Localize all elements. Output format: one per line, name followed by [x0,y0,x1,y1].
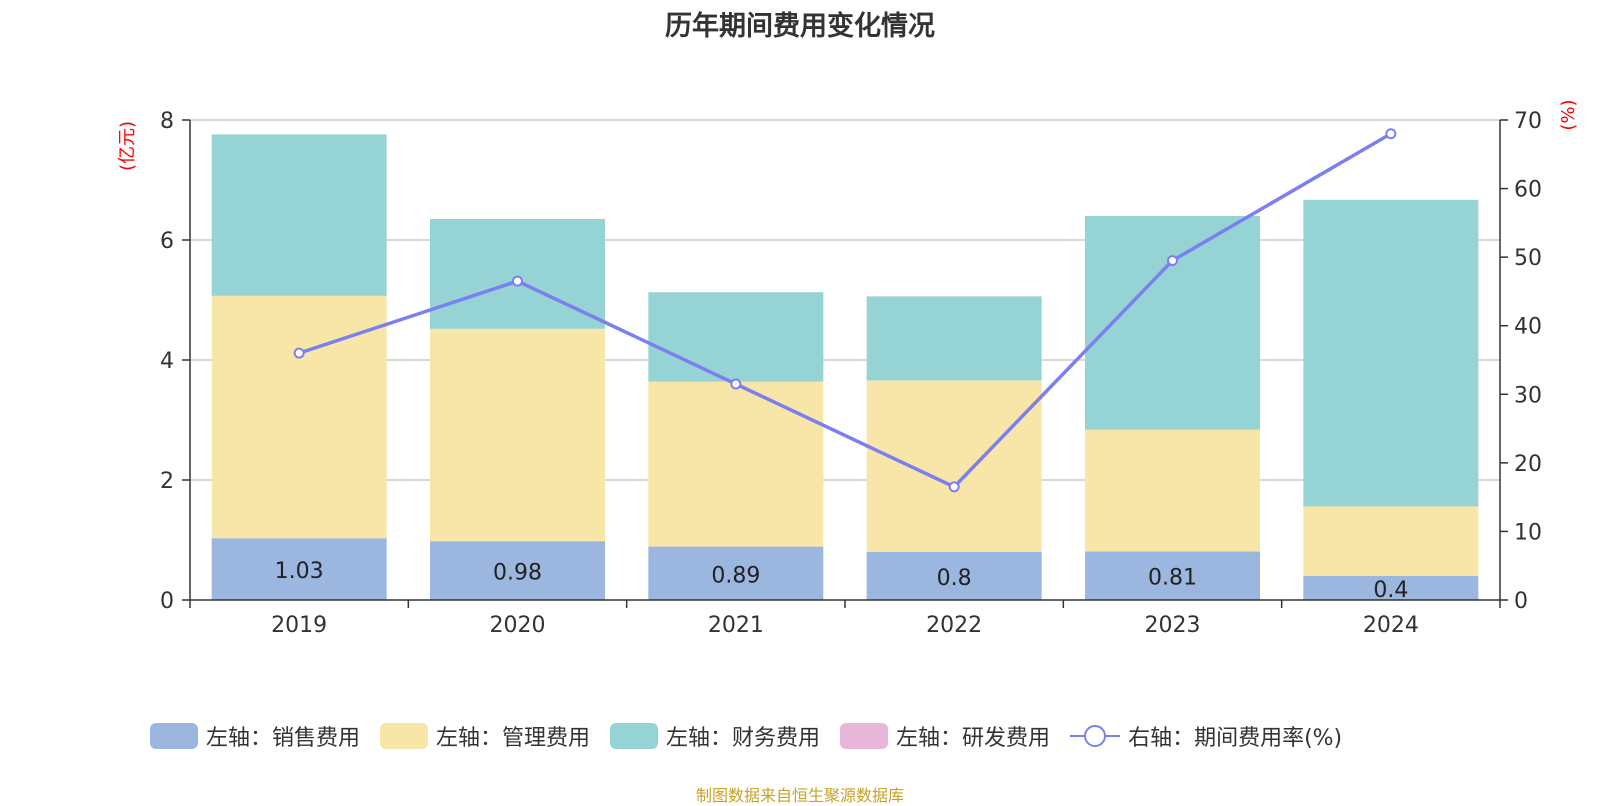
data-labels: 1.03 0.98 0.89 0.8 0.81 0.4 [275,559,1409,603]
bar-segment-1 [866,380,1042,552]
left-tick-label: 0 [160,589,174,614]
legend-item-sales[interactable]: 左轴：销售费用 [150,720,360,752]
bar-segment-2 [866,296,1042,381]
legend-item-rnd[interactable]: 左轴：研发费用 [840,720,1050,752]
right-tick-label: 10 [1514,520,1542,545]
legend-label-sales: 左轴：销售费用 [206,726,361,751]
rate-point [948,481,960,493]
rate-point [730,378,742,390]
rate-line [293,128,1397,493]
legend-item-rate[interactable]: 右轴：期间费用率(%) [1070,720,1342,752]
bar-segment-0 [1303,576,1479,600]
legend-item-finance[interactable]: 左轴：财务费用 [610,720,820,752]
x-category-label: 2023 [1145,613,1201,638]
left-tick-label: 2 [160,469,174,494]
right-tick-label: 60 [1514,178,1542,203]
legend: 左轴：销售费用 左轴：管理费用 左轴：财务费用 左轴：研发费用 右轴：期间费用率… [150,720,1362,752]
rate-point [1167,255,1178,267]
bar-segment-0 [211,538,387,600]
x-category-label: 2021 [708,613,764,638]
bar-segment-0 [430,541,605,600]
bar-segment-2 [648,292,824,382]
legend-swatch-admin [380,723,429,749]
legend-label-admin: 左轴：管理费用 [436,726,591,751]
bar-segment-0 [1085,551,1260,600]
legend-line-rate-icon [1070,725,1121,747]
x-category-label: 2019 [271,613,327,638]
right-tick-label: 50 [1514,246,1542,271]
bar-segment-2 [430,219,605,329]
bar-data-label: 0.4 [1373,578,1408,603]
bar-data-label: 0.98 [493,561,542,586]
rate-point [1385,128,1397,140]
bar-segment-0 [648,546,824,600]
rate-point [512,275,523,287]
bar-segment-1 [211,295,387,539]
right-tick-label: 0 [1514,589,1528,614]
bar-data-label: 0.89 [711,563,760,588]
rate-polyline [298,132,1392,489]
legend-swatch-sales [150,723,198,749]
axes: 0 2 4 6 8 0 10 20 30 40 50 60 70 (亿元) (%) 2019 2020 2021 2… [117,99,1579,638]
left-tick-label: 8 [160,109,174,134]
chart-title: 历年期间费用变化情况 [665,11,935,42]
bar-segment-1 [1303,506,1479,576]
rate-point [293,347,305,359]
legend-swatch-finance [610,723,659,749]
bar-segment-1 [430,328,605,542]
left-axis-unit: (亿元) [117,121,138,171]
x-category-label: 2022 [926,613,982,638]
bar-segment-1 [648,381,824,547]
bar-segment-2 [1303,199,1479,507]
left-tick-label: 6 [160,229,174,254]
bar-segment-2 [211,134,387,296]
bars [211,134,1479,600]
left-tick-label: 4 [160,349,174,374]
bar-data-label: 1.03 [275,559,324,584]
grid-lines [190,119,1500,481]
bar-data-label: 0.81 [1148,566,1197,591]
bar-data-label: 0.8 [937,566,972,591]
right-tick-label: 70 [1514,109,1542,134]
right-tick-label: 20 [1514,452,1542,477]
legend-label-rate: 右轴：期间费用率(%) [1128,726,1343,751]
x-category-label: 2020 [490,613,546,638]
x-category-label: 2024 [1363,613,1419,638]
legend-item-admin[interactable]: 左轴：管理费用 [380,720,590,752]
right-axis-unit: (%) [1558,99,1579,130]
bar-segment-0 [866,552,1042,600]
legend-swatch-rnd [840,723,889,749]
legend-label-finance: 左轴：财务费用 [666,726,821,751]
right-tick-label: 40 [1514,315,1542,340]
source-note: 制图数据来自恒生聚源数据库 [695,786,904,805]
right-tick-label: 30 [1514,383,1542,408]
bar-segment-1 [1085,429,1260,552]
legend-label-rnd: 左轴：研发费用 [896,726,1051,751]
